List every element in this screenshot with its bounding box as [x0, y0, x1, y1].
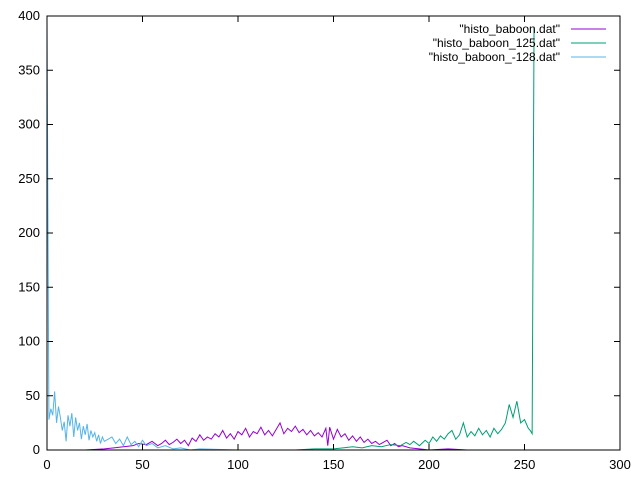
y-tick-label: 0 — [33, 442, 40, 457]
x-axis-ticks: 0 50 100 150 200 250 300 — [43, 16, 631, 472]
x-tick-label: 250 — [514, 457, 536, 472]
series-line-1 — [47, 26, 535, 451]
y-tick-label: 300 — [18, 117, 40, 132]
plot-lines — [46, 21, 535, 451]
y-tick-label: 400 — [18, 8, 40, 23]
x-tick-label: 50 — [135, 457, 149, 472]
series-line-2 — [46, 21, 535, 451]
y-tick-label: 150 — [18, 279, 40, 294]
x-tick-label: 100 — [227, 457, 249, 472]
x-tick-label: 200 — [418, 457, 440, 472]
y-tick-label: 350 — [18, 62, 40, 77]
y-axis-ticks: 0 50 100 150 200 250 300 350 400 — [18, 8, 620, 457]
legend-label-0: "histo_baboon.dat" — [459, 22, 560, 36]
x-tick-label: 150 — [323, 457, 345, 472]
series-line-0 — [47, 421, 535, 451]
legend-label-1: "histo_baboon_125.dat" — [433, 36, 560, 50]
legend: "histo_baboon.dat""histo_baboon_125.dat"… — [429, 22, 606, 64]
y-tick-label: 100 — [18, 334, 40, 349]
y-tick-label: 50 — [26, 388, 40, 403]
y-tick-label: 200 — [18, 225, 40, 240]
y-tick-label: 250 — [18, 171, 40, 186]
x-tick-label: 300 — [609, 457, 631, 472]
legend-label-2: "histo_baboon_-128.dat" — [429, 50, 560, 64]
x-tick-label: 0 — [43, 457, 50, 472]
